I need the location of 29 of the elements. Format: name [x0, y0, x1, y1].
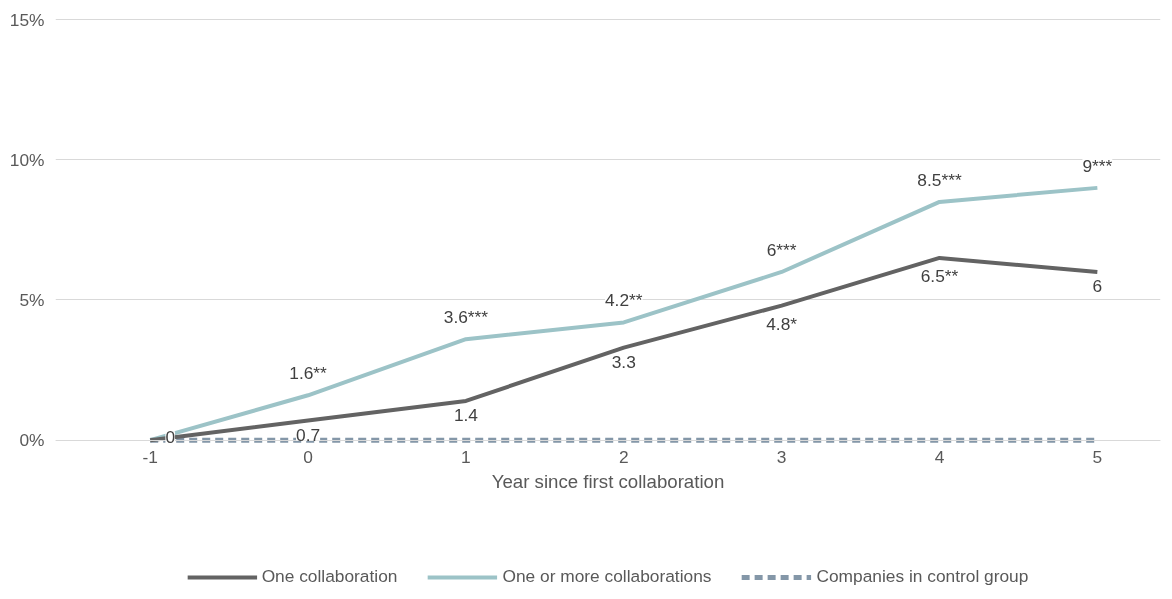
line-series — [148, 255, 1100, 443]
y-tick-label: 10% — [9, 149, 45, 170]
x-tick-label: 1 — [461, 447, 471, 468]
legend-label: Companies in control group — [816, 566, 1029, 587]
data-label: 1.4 — [453, 404, 479, 425]
legend-label: One or more collaborations — [502, 566, 712, 587]
data-label: 6 — [1092, 275, 1103, 296]
y-tick-label: 0% — [19, 430, 45, 451]
data-label: 1.6** — [289, 363, 328, 384]
y-tick-label: 15% — [9, 9, 45, 30]
data-label: 4.2** — [605, 290, 643, 311]
x-tick-label: -1 — [142, 447, 158, 468]
x-tick-label: 2 — [618, 447, 629, 468]
x-tick-label: 4 — [934, 447, 945, 468]
data-label: 0.7 — [296, 424, 321, 445]
x-tick-label: 3 — [776, 447, 787, 468]
y-tick-label: 5% — [19, 290, 45, 310]
data-label: 6*** — [766, 239, 797, 260]
x-axis-title: Year since first collaboration — [491, 470, 725, 492]
data-label: 6.5** — [920, 265, 959, 286]
x-tick-label: 5 — [1092, 447, 1103, 468]
x-tick-label: 0 — [303, 447, 313, 468]
data-label: 9*** — [1082, 155, 1113, 176]
data-label: 8.5*** — [917, 169, 962, 190]
data-label: 4.8* — [766, 313, 798, 334]
data-label: 3.6*** — [443, 307, 489, 328]
data-label: 0 — [165, 427, 176, 448]
data-label: 3.3 — [611, 351, 636, 372]
legend-label: One collaboration — [261, 566, 398, 587]
